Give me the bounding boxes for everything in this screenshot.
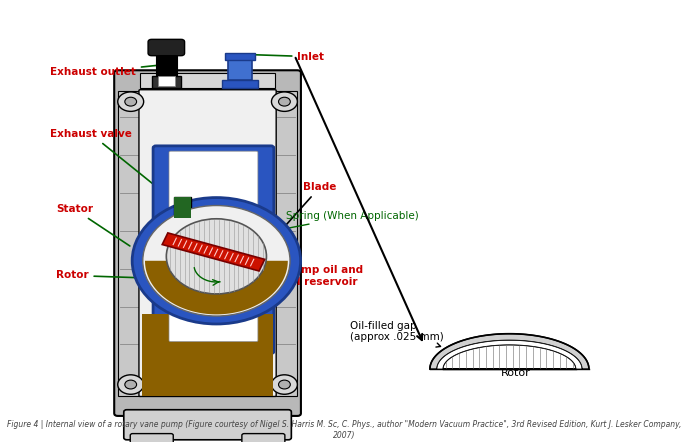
Polygon shape: [145, 261, 288, 314]
Text: Rotor: Rotor: [500, 369, 530, 378]
Circle shape: [143, 206, 290, 316]
FancyBboxPatch shape: [124, 410, 291, 440]
FancyBboxPatch shape: [169, 151, 258, 342]
Bar: [140, 73, 275, 88]
Circle shape: [125, 380, 136, 389]
Circle shape: [271, 375, 298, 394]
FancyBboxPatch shape: [130, 434, 173, 442]
Text: Pump oil and
oil reservoir: Pump oil and oil reservoir: [254, 266, 362, 300]
Text: Rotor: Rotor: [56, 271, 158, 281]
Circle shape: [118, 92, 144, 111]
Text: Stator: Stator: [56, 204, 130, 246]
Bar: [158, 76, 175, 86]
Text: Oil-filled gap
(approx .025 mm): Oil-filled gap (approx .025 mm): [351, 321, 444, 347]
FancyBboxPatch shape: [153, 146, 274, 354]
Bar: [223, 80, 258, 88]
FancyBboxPatch shape: [148, 39, 185, 56]
Polygon shape: [443, 345, 576, 369]
Bar: [156, 50, 177, 76]
Polygon shape: [437, 340, 582, 369]
Text: Spring (When Applicable): Spring (When Applicable): [216, 211, 418, 242]
FancyBboxPatch shape: [139, 90, 276, 396]
Bar: [225, 53, 255, 60]
FancyBboxPatch shape: [242, 434, 285, 442]
FancyBboxPatch shape: [114, 70, 301, 416]
Text: Blade: Blade: [258, 182, 337, 256]
Circle shape: [278, 97, 290, 106]
Bar: [118, 91, 140, 396]
Text: Inlet: Inlet: [246, 52, 325, 62]
Bar: [152, 76, 181, 88]
Circle shape: [278, 380, 290, 389]
Bar: [174, 197, 191, 218]
Bar: [228, 55, 251, 80]
Circle shape: [132, 198, 300, 324]
Circle shape: [271, 92, 298, 111]
Text: Figure 4 | Internal view of a rotary vane pump (Figure courtesy of Nigel S. Harr: Figure 4 | Internal view of a rotary van…: [8, 420, 681, 440]
Circle shape: [118, 375, 144, 394]
Text: Exhaust outlet: Exhaust outlet: [50, 65, 167, 77]
Circle shape: [125, 97, 136, 106]
Polygon shape: [162, 233, 265, 271]
Circle shape: [166, 219, 267, 294]
Bar: [143, 314, 273, 396]
Polygon shape: [430, 334, 589, 369]
Bar: [174, 197, 192, 219]
Text: Exhaust valve: Exhaust valve: [50, 129, 181, 206]
Bar: [275, 91, 298, 396]
